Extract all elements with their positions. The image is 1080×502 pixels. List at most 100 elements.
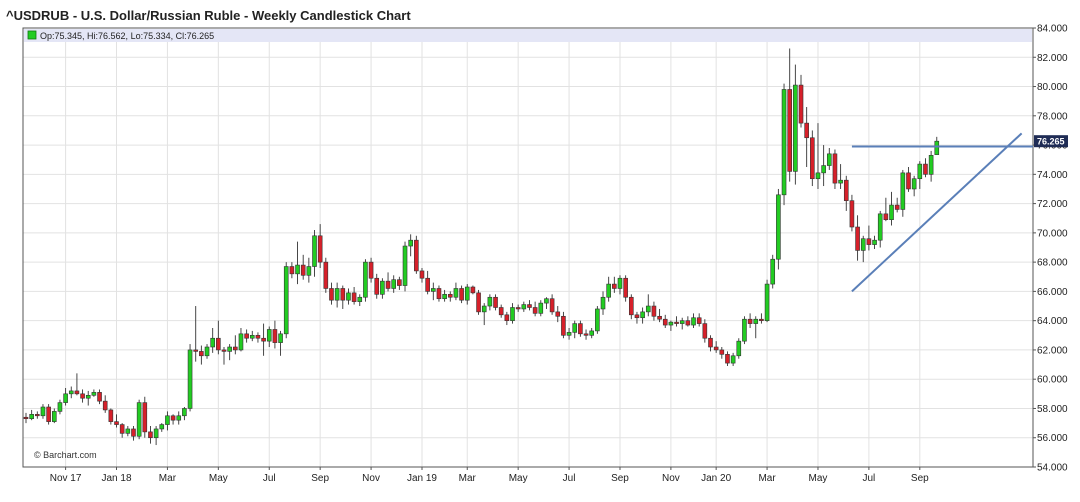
legend-background bbox=[24, 29, 1032, 42]
y-tick-label: 56.000 bbox=[1037, 433, 1068, 444]
candle-up bbox=[363, 259, 368, 302]
candle-up bbox=[566, 327, 572, 340]
candle-body bbox=[199, 351, 204, 357]
candle-body bbox=[249, 334, 255, 339]
candle-up bbox=[872, 235, 877, 249]
candle-up bbox=[753, 316, 759, 339]
candle-body bbox=[102, 400, 108, 411]
candle-body bbox=[340, 288, 346, 301]
candle-down bbox=[674, 316, 679, 327]
candle-up bbox=[204, 344, 210, 359]
candle-up bbox=[487, 294, 493, 311]
candle-body bbox=[742, 318, 747, 342]
candle-body bbox=[674, 321, 679, 324]
y-tick-label: 70.000 bbox=[1037, 228, 1068, 239]
candle-down bbox=[894, 197, 900, 213]
y-axis: 54.000 56.000 58.000 60.000 62.000 64.000 66.0… bbox=[1033, 24, 1068, 474]
candle-body bbox=[329, 288, 334, 301]
candle-up bbox=[227, 344, 232, 361]
candle-up bbox=[159, 423, 165, 432]
candle-up bbox=[238, 327, 244, 352]
candle-body bbox=[204, 346, 210, 357]
candle-body bbox=[23, 416, 29, 420]
candle-body bbox=[906, 172, 911, 190]
candle-body bbox=[883, 213, 889, 220]
candle-up bbox=[776, 188, 781, 270]
candle-up bbox=[544, 297, 549, 309]
candle-body bbox=[843, 179, 849, 201]
candle-body bbox=[685, 320, 691, 326]
candle-down bbox=[713, 341, 719, 353]
candle-up bbox=[431, 282, 436, 301]
candle-up bbox=[91, 389, 97, 397]
candle-up bbox=[402, 241, 408, 292]
candle-body bbox=[753, 318, 759, 324]
candle-up bbox=[606, 276, 611, 302]
candle-body bbox=[832, 153, 838, 184]
candle-body bbox=[923, 163, 928, 175]
candle-up bbox=[182, 407, 187, 421]
candle-down bbox=[578, 320, 583, 337]
candle-body bbox=[80, 393, 85, 399]
candle-down bbox=[628, 294, 634, 320]
y-tick-label: 64.000 bbox=[1037, 316, 1068, 327]
candle-down bbox=[300, 254, 306, 280]
candle-body bbox=[357, 296, 363, 302]
x-tick-label: Nov 17 bbox=[50, 473, 82, 484]
candle-body bbox=[227, 346, 232, 352]
candle-body bbox=[549, 298, 555, 313]
candle-body bbox=[645, 305, 651, 313]
candle-body bbox=[221, 349, 227, 352]
x-tick-label: Jan 18 bbox=[101, 473, 131, 484]
candle-down bbox=[696, 313, 702, 327]
candle-body bbox=[323, 261, 329, 289]
candle-up bbox=[249, 330, 255, 342]
x-tick-label: May bbox=[809, 473, 828, 484]
candle-body bbox=[289, 266, 295, 275]
candle-body bbox=[877, 213, 883, 241]
candle-body bbox=[68, 390, 74, 395]
candle-down bbox=[798, 74, 804, 128]
candle-body bbox=[595, 308, 600, 332]
candle-up bbox=[283, 262, 289, 339]
candle-body bbox=[300, 264, 306, 276]
candle-down bbox=[289, 262, 295, 279]
candle-body bbox=[312, 235, 317, 267]
candle-body bbox=[855, 226, 860, 251]
candle-body bbox=[487, 296, 493, 307]
candle-body bbox=[408, 239, 413, 247]
candle-body bbox=[431, 288, 436, 292]
candle-body bbox=[391, 279, 397, 289]
candle-body bbox=[447, 294, 453, 298]
candle-down bbox=[708, 335, 713, 352]
candle-up bbox=[645, 294, 651, 317]
candle-body bbox=[510, 307, 515, 321]
candle-body bbox=[35, 414, 40, 417]
candle-body bbox=[97, 392, 102, 402]
candle-body bbox=[131, 428, 136, 437]
candle-body bbox=[696, 317, 702, 324]
candle-body bbox=[798, 84, 804, 124]
candle-body bbox=[849, 200, 855, 228]
candle-down bbox=[193, 306, 199, 362]
annotation-layer bbox=[851, 132, 1033, 293]
x-tick-label: Nov bbox=[662, 473, 680, 484]
x-tick-label: Mar bbox=[159, 473, 177, 484]
candle-body bbox=[651, 305, 657, 317]
candle-down bbox=[323, 257, 329, 293]
candle-body bbox=[74, 390, 80, 395]
y-tick-label: 74.000 bbox=[1037, 170, 1068, 181]
candle-body bbox=[662, 318, 668, 326]
candle-up bbox=[889, 191, 894, 226]
candle-body bbox=[776, 194, 781, 260]
legend-ohlc-text: Op:75.345, Hi:76.562, Lo:75.334, Cl:76.2… bbox=[40, 31, 214, 41]
candle-body bbox=[810, 137, 815, 180]
candle-up bbox=[68, 386, 74, 399]
candle-body bbox=[216, 337, 221, 351]
x-tick-label: Jan 19 bbox=[407, 473, 437, 484]
candle-body bbox=[380, 280, 385, 295]
candle-body bbox=[346, 292, 351, 301]
candle-body bbox=[187, 349, 193, 409]
candle-body bbox=[108, 409, 114, 422]
candle-body bbox=[51, 411, 57, 422]
